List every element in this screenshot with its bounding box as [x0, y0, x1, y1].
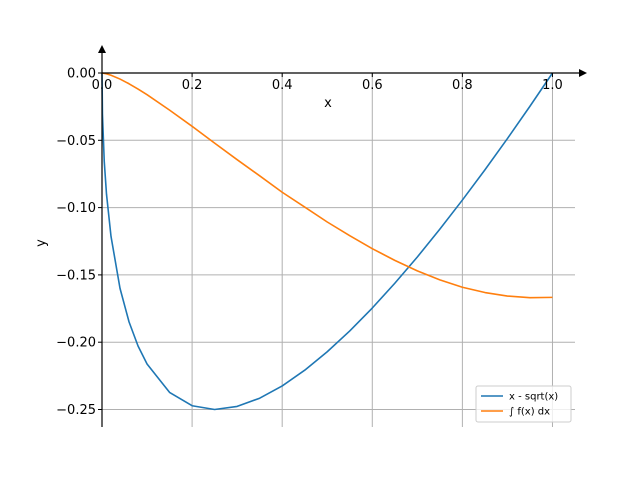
series-layer — [101, 72, 554, 411]
x-tick-label: 1.0 — [542, 78, 563, 93]
x-axis-label: x — [324, 96, 332, 111]
series-line-1 — [101, 72, 554, 411]
series-line-2 — [101, 72, 553, 299]
grid — [102, 73, 575, 427]
x-axis-arrow — [579, 69, 587, 77]
y-tick-label: −0.15 — [56, 268, 96, 283]
x-tick-label: 0.6 — [362, 78, 383, 93]
x-tick-label: 0.8 — [452, 78, 473, 93]
x-tick-label: 0.0 — [92, 78, 113, 93]
x-tick-label: 0.2 — [182, 78, 203, 93]
legend-label-2: ∫ f(x) dx — [509, 407, 550, 418]
tick-labels: 0.0 0.2 0.4 0.6 0.8 1.0 0.00 −0.05 −0.10 −0.15 −0.… — [56, 67, 563, 419]
legend: x - sqrt(x) ∫ f(x) dx — [475, 385, 572, 423]
y-tick-label: −0.20 — [56, 336, 96, 351]
legend-box — [475, 385, 572, 423]
y-tick-label: −0.05 — [56, 134, 96, 149]
x-tick-label: 0.4 — [272, 78, 293, 93]
legend-label-1: x - sqrt(x) — [509, 392, 558, 403]
y-tick-label: −0.10 — [56, 201, 96, 216]
axes — [98, 45, 587, 427]
y-tick-label: −0.25 — [56, 403, 96, 418]
y-axis-label: y — [34, 239, 49, 247]
y-tick-label: 0.00 — [67, 67, 96, 82]
y-axis-arrow — [98, 45, 106, 53]
